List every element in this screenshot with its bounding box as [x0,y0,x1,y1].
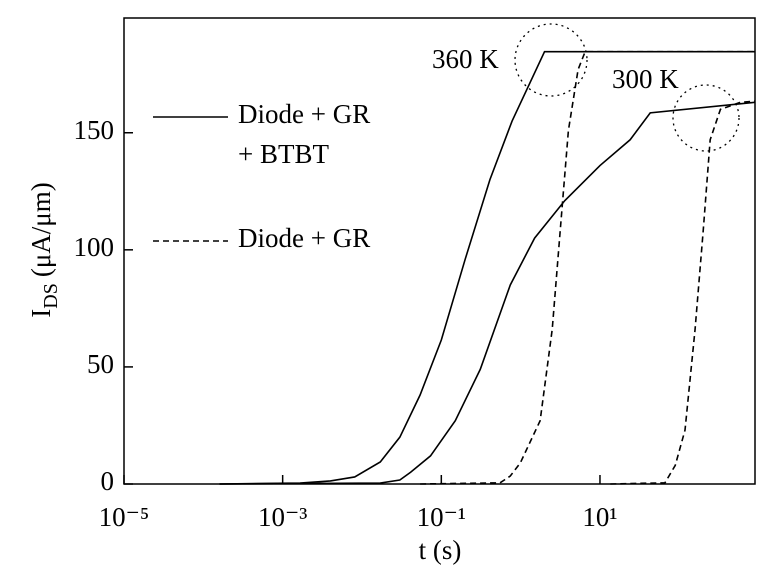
y-tick-label: 100 [74,232,115,262]
legend-label: Diode + GR [238,223,370,253]
y-label-unit: (μA/μm) [26,182,56,277]
x-tick-label: 10⁻¹ [417,502,466,532]
y-tick-label: 0 [101,466,115,496]
data-line [219,101,756,485]
legend-label: + BTBT [238,139,329,169]
x-tick-label: 10¹ [582,502,617,532]
y-label-subscript: DS [40,283,62,309]
y-tick-label: 150 [74,115,115,145]
x-tick-label: 10⁻⁵ [99,502,150,532]
plot-frame [123,17,756,485]
data-line [420,50,755,485]
x-tick-label: 10⁻³ [258,502,307,532]
y-label-main: I [26,309,56,318]
y-tick-label: 50 [87,349,114,379]
highlight-circle [514,23,588,97]
highlight-circle [672,84,740,152]
y-axis-label: IDS (μA/μm) [26,182,61,318]
data-line [610,100,756,485]
data-line [219,50,755,485]
annotation: 300 K [612,64,679,94]
annotation: 360 K [432,44,499,74]
legend-label: Diode + GR [238,99,370,129]
x-axis-label: t (s) [419,535,462,565]
